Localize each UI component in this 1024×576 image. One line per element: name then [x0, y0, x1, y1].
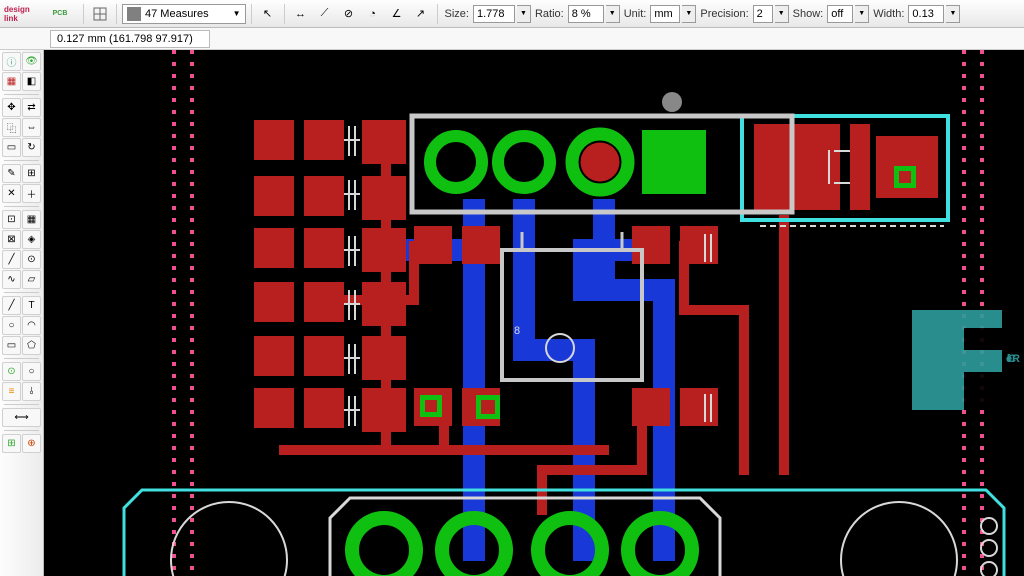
add-icon[interactable]: ＋	[22, 184, 41, 203]
trace-icon[interactable]: ∿	[2, 270, 21, 289]
dim-diameter-icon[interactable]: ⊘	[338, 3, 360, 25]
ratio-label: Ratio:	[535, 8, 564, 20]
width-label: Width:	[873, 8, 904, 20]
swap-icon[interactable]: ⇄	[22, 98, 41, 117]
size-input[interactable]	[473, 5, 515, 23]
size-dropdown[interactable]: ▼	[517, 5, 531, 23]
coords-text: 0.127 mm (161.798 97.917)	[57, 33, 193, 45]
precision-label: Precision:	[700, 8, 748, 20]
rotate-icon[interactable]: ↻	[22, 138, 41, 157]
magnet-icon[interactable]: ⊕	[22, 434, 41, 453]
top-toolbar: design link PCB 47 Measures ▼ ↖ ↔ ⟋ ⊘ ◔ …	[0, 0, 1024, 28]
delete-icon[interactable]: ✕	[2, 184, 21, 203]
watermark-f-icon	[912, 310, 1002, 410]
poly-icon[interactable]: ▱	[22, 270, 41, 289]
text-icon[interactable]: T	[22, 296, 41, 315]
hole-icon[interactable]: ○	[22, 362, 41, 381]
lock-icon[interactable]: ⊠	[2, 230, 21, 249]
dim-radius-icon[interactable]: ◔	[362, 3, 384, 25]
dim-aligned-icon[interactable]: ⟋	[314, 3, 336, 25]
pcb-canvas[interactable]: 8LA TE O ileCR	[44, 50, 1024, 576]
arc-icon[interactable]: ◠	[22, 316, 41, 335]
ratio-input[interactable]	[568, 5, 604, 23]
width-dropdown[interactable]: ▼	[946, 5, 960, 23]
coordinates-display: 0.127 mm (161.798 97.917)	[50, 30, 210, 48]
via-icon[interactable]: ⊙	[22, 250, 41, 269]
net-icon[interactable]: ⫰	[22, 382, 41, 401]
left-toolbar: ⓘ👁 ▦◧ ✥⇄ ⿻⇔ ▭↻ ✎⊞ ✕＋ ⊡▦ ⊠◈ ╱⊙ ∿▱ ╱T ○◠ ▭…	[0, 50, 44, 576]
select-icon[interactable]: ▭	[2, 138, 21, 157]
circle-icon[interactable]: ○	[2, 316, 21, 335]
dimension-icon[interactable]: ⟷	[2, 408, 41, 427]
layer-swatch	[127, 7, 141, 21]
watermark-text: ileCR	[1008, 355, 1016, 365]
polygon-icon[interactable]: ⬠	[22, 336, 41, 355]
unit-dropdown[interactable]: ▼	[682, 5, 696, 23]
cursor-icon[interactable]: ↖	[257, 3, 279, 25]
dim-angle-icon[interactable]: ∠	[386, 3, 408, 25]
unit-label: Unit:	[624, 8, 647, 20]
info-icon[interactable]: ⓘ	[2, 52, 21, 71]
pcb-logo[interactable]: PCB	[42, 4, 78, 24]
precision-dropdown[interactable]: ▼	[775, 5, 789, 23]
bus-icon[interactable]: ≡	[2, 382, 21, 401]
status-bar: 0.127 mm (161.798 97.917)	[0, 28, 1024, 50]
dim-leader-icon[interactable]: ↗	[410, 3, 432, 25]
copy-icon[interactable]: ⿻	[2, 118, 21, 137]
drc-icon[interactable]: ⊡	[2, 210, 21, 229]
layer-selector[interactable]: 47 Measures ▼	[122, 4, 246, 24]
precision-input[interactable]	[753, 5, 773, 23]
layer-name: 47 Measures	[145, 8, 209, 20]
drill-icon[interactable]: ⊙	[2, 362, 21, 381]
place-icon[interactable]: ◈	[22, 230, 41, 249]
dim-linear-icon[interactable]: ↔	[290, 3, 312, 25]
size-label: Size:	[445, 8, 469, 20]
show-dropdown[interactable]: ▼	[855, 5, 869, 23]
palette-icon[interactable]: ◧	[22, 72, 41, 91]
wand-icon[interactable]: ✎	[2, 164, 21, 183]
snap-icon[interactable]: ⊞	[2, 434, 21, 453]
rect-icon[interactable]: ▭	[2, 336, 21, 355]
grid-icon[interactable]	[89, 3, 111, 25]
pcb-svg: 8LA TE O	[44, 50, 1024, 576]
move-icon[interactable]: ✥	[2, 98, 21, 117]
mirror-icon[interactable]: ⇔	[22, 118, 41, 137]
eye-icon[interactable]: 👁	[22, 52, 41, 71]
line-icon[interactable]: ╱	[2, 296, 21, 315]
designlink-logo[interactable]: design link	[4, 4, 40, 24]
ratio-dropdown[interactable]: ▼	[606, 5, 620, 23]
layers-icon[interactable]: ▦	[2, 72, 21, 91]
show-input[interactable]	[827, 5, 853, 23]
watermark: ileCR	[912, 310, 1016, 410]
route-icon[interactable]: ╱	[2, 250, 21, 269]
group-icon[interactable]: ⊞	[22, 164, 41, 183]
unit-input[interactable]	[650, 5, 680, 23]
svg-text:8: 8	[514, 325, 520, 337]
show-label: Show:	[793, 8, 824, 20]
width-input[interactable]	[908, 5, 944, 23]
grid2-icon[interactable]: ▦	[22, 210, 41, 229]
